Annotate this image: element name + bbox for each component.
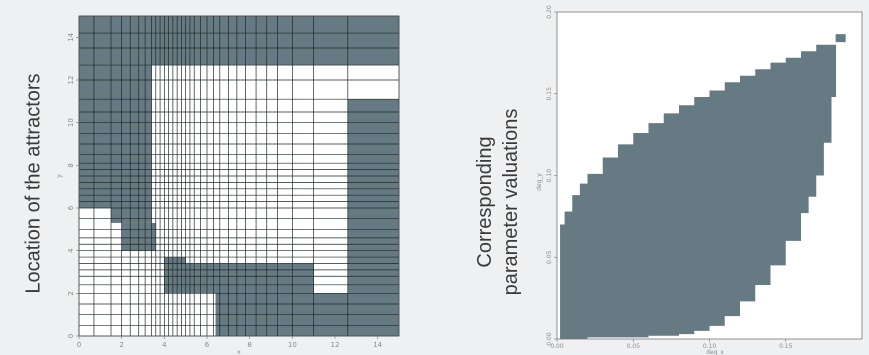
attractor-x-axis-label: x [237, 349, 241, 355]
y-tick-label: 0 [67, 334, 75, 338]
right-panel-label-line2: parameter valuations [500, 108, 522, 296]
attractor-y-axis-label: y [56, 174, 63, 178]
y-tick-label: 10 [67, 118, 75, 127]
attractor-cell [185, 263, 314, 294]
attractor-plot-frame [78, 15, 400, 337]
attractor-cell [164, 257, 186, 294]
right-panel-label: Corresponding parameter valuations [472, 87, 524, 317]
x-tick-label: 10 [288, 341, 297, 349]
left-panel-label: Location of the attractors [22, 73, 45, 294]
parameter-y-ticks: 0.00 0.05 0.10 0.15 0.20 [546, 5, 557, 346]
x-tick-label: 2 [119, 341, 123, 349]
x-tick-label: 4 [162, 341, 167, 349]
right-panel-label-line1: Corresponding [474, 136, 496, 268]
y-tick-label: 0.20 [546, 5, 553, 19]
attractor-cell [347, 99, 399, 336]
x-tick-label: 0.05 [627, 343, 641, 350]
y-tick-label: 8 [67, 163, 75, 167]
y-tick-label: 0.15 [546, 87, 553, 101]
y-tick-label: 14 [67, 32, 75, 41]
y-tick-label: 6 [67, 205, 75, 210]
parameter-region [557, 44, 837, 339]
y-tick-label: 4 [67, 248, 75, 253]
x-tick-label: 0 [77, 341, 81, 349]
attractor-cell [111, 208, 152, 223]
attractor-y-ticks: 0 2 4 6 8 10 12 14 [67, 32, 79, 338]
x-tick-label: 14 [373, 341, 382, 349]
x-tick-label: 0.00 [550, 343, 564, 350]
y-tick-label: 12 [67, 76, 75, 85]
x-tick-label: 6 [205, 341, 210, 349]
x-tick-label: 0.15 [779, 343, 793, 350]
attractor-cell [79, 65, 152, 208]
parameter-x-ticks: 0.00 0.05 0.10 0.15 [550, 339, 793, 350]
x-tick-label: 0.10 [703, 343, 717, 350]
attractor-cell [151, 16, 314, 66]
y-tick-label: 0.05 [546, 250, 553, 264]
x-tick-label: 8 [247, 341, 251, 349]
parameter-outlier-point [835, 34, 846, 43]
attractor-x-ticks: 0 2 4 6 8 10 12 14 [77, 336, 383, 349]
parameter-area [557, 34, 846, 339]
attractor-location-chart: 0 2 4 6 8 10 12 14 0 2 4 6 8 10 12 14 x y [56, 15, 400, 355]
y-tick-label: 2 [67, 291, 75, 295]
parameter-x-axis-label: deg_x [706, 349, 724, 355]
y-tick-label: 0.00 [546, 332, 553, 346]
parameter-y-axis-label: deg_y [536, 173, 543, 191]
parameter-valuation-chart: 0.00 0.05 0.10 0.15 0.00 0.05 0.10 0.15 0.20 de… [536, 5, 863, 355]
x-tick-label: 12 [331, 341, 340, 349]
y-tick-label: 0.10 [546, 169, 553, 183]
